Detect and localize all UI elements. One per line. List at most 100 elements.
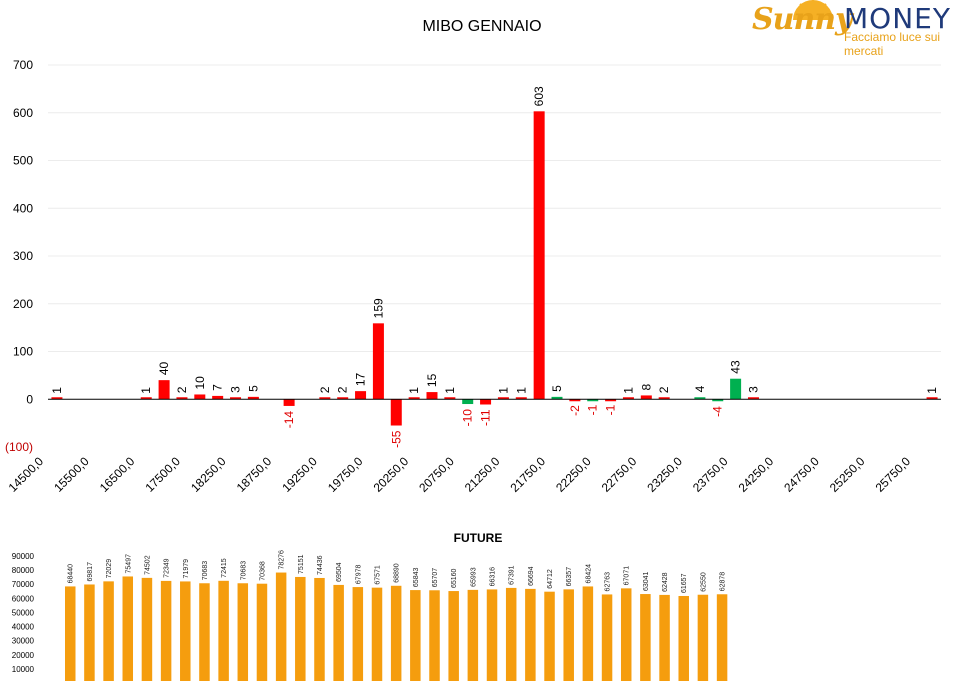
y-tick-label: 100 bbox=[13, 345, 33, 359]
logo-word-money: MONEY bbox=[844, 2, 951, 35]
bar bbox=[352, 587, 364, 681]
data-label: 5 bbox=[550, 385, 564, 392]
bar bbox=[926, 397, 938, 400]
bar bbox=[712, 399, 724, 402]
data-label: 74436 bbox=[317, 555, 324, 575]
data-label: 62550 bbox=[700, 572, 707, 592]
data-label: 1 bbox=[496, 387, 510, 394]
y-tick-label: 500 bbox=[13, 154, 33, 168]
x-tick-label: 15500,0 bbox=[51, 454, 92, 495]
bar bbox=[158, 380, 170, 400]
bar bbox=[605, 399, 617, 402]
bar bbox=[212, 395, 224, 400]
bar bbox=[497, 397, 509, 400]
y-tick-label: 400 bbox=[13, 201, 33, 215]
bar bbox=[620, 588, 632, 681]
x-tick-label: 14500,0 bbox=[6, 454, 47, 495]
bar bbox=[730, 378, 742, 400]
main-bar-chart: MIBO GENNAIO (100) 0 100 200 300 400 500 600 700… bbox=[5, 18, 941, 495]
x-tick-label: 20250,0 bbox=[371, 454, 412, 495]
bar bbox=[51, 397, 63, 400]
bar bbox=[448, 591, 459, 681]
x-tick-label: 19250,0 bbox=[279, 454, 320, 495]
data-label: 3 bbox=[229, 386, 243, 393]
x-tick-label: 23750,0 bbox=[690, 454, 731, 495]
y-tick-label: 80000 bbox=[12, 566, 35, 575]
data-label: 65707 bbox=[432, 568, 439, 588]
y-tick-label: 70000 bbox=[12, 580, 35, 589]
data-label: -14 bbox=[282, 411, 296, 429]
data-label: 66357 bbox=[566, 567, 573, 587]
bar bbox=[390, 585, 402, 681]
data-label: 2 bbox=[175, 386, 189, 393]
future-chart-y-axis: 10000 20000 30000 40000 50000 60000 70000 80000… bbox=[12, 552, 35, 674]
bar bbox=[563, 589, 574, 681]
data-label: -1 bbox=[604, 404, 618, 415]
data-label: 1 bbox=[925, 387, 939, 394]
y-tick-label: 300 bbox=[13, 249, 33, 263]
data-label: 65993 bbox=[470, 567, 477, 587]
bar bbox=[515, 397, 527, 400]
x-tick-label: 21250,0 bbox=[462, 454, 503, 495]
bar bbox=[218, 580, 229, 681]
y-tick-label: 10000 bbox=[12, 665, 35, 674]
data-label: 62763 bbox=[605, 572, 612, 592]
bar bbox=[122, 576, 134, 681]
data-label: 67071 bbox=[624, 566, 631, 586]
bar bbox=[65, 586, 76, 681]
data-label: -10 bbox=[461, 409, 475, 427]
data-label: 1 bbox=[407, 387, 421, 394]
data-label: 67978 bbox=[355, 565, 362, 585]
data-label: 75151 bbox=[298, 554, 305, 574]
x-tick-label: 20750,0 bbox=[416, 454, 457, 495]
data-label: 2 bbox=[657, 386, 671, 393]
logo-tagline: Facciamo luce sui mercati bbox=[844, 30, 941, 58]
x-tick-label: 24750,0 bbox=[781, 454, 822, 495]
data-label: 1 bbox=[621, 387, 635, 394]
logo-word-sunny: Sunny bbox=[752, 2, 853, 37]
data-label: 61657 bbox=[681, 573, 688, 593]
future-chart-bars bbox=[65, 572, 728, 681]
data-label: 68440 bbox=[68, 564, 75, 584]
x-tick-label: 25250,0 bbox=[827, 454, 868, 495]
data-label: 70683 bbox=[240, 561, 247, 581]
bar bbox=[410, 590, 421, 681]
data-label: 69504 bbox=[336, 562, 343, 582]
data-label: -55 bbox=[389, 430, 403, 448]
bar bbox=[372, 323, 384, 400]
bar bbox=[103, 581, 114, 681]
data-label: 2 bbox=[336, 386, 350, 393]
future-chart-title: FUTURE bbox=[454, 531, 503, 545]
bar bbox=[716, 594, 728, 681]
bar bbox=[569, 399, 581, 402]
data-label: -1 bbox=[586, 404, 600, 415]
data-label: 68890 bbox=[394, 563, 401, 583]
data-label: 78276 bbox=[279, 550, 286, 570]
main-chart-bars bbox=[51, 111, 938, 426]
y-tick-label: 40000 bbox=[12, 623, 35, 632]
bar bbox=[84, 584, 95, 681]
data-label: 17 bbox=[354, 372, 368, 386]
data-label: -2 bbox=[568, 405, 582, 416]
y-tick-label: 0 bbox=[26, 392, 33, 406]
bar bbox=[426, 392, 438, 400]
bar bbox=[319, 397, 331, 400]
y-tick-label: 90000 bbox=[12, 552, 35, 561]
data-label: 67391 bbox=[509, 565, 516, 585]
bar bbox=[180, 581, 191, 681]
y-tick-label: (100) bbox=[5, 440, 33, 454]
bar bbox=[337, 397, 349, 400]
data-label: 10 bbox=[193, 376, 207, 390]
y-tick-label: 700 bbox=[13, 58, 33, 72]
bar bbox=[295, 576, 306, 681]
bar bbox=[176, 397, 188, 400]
data-label: 66316 bbox=[490, 567, 497, 587]
data-label: -11 bbox=[479, 409, 493, 426]
x-tick-label: 17500,0 bbox=[142, 454, 183, 495]
bar bbox=[480, 399, 492, 405]
data-label: 62428 bbox=[662, 572, 669, 592]
bar bbox=[587, 399, 599, 402]
x-tick-label: 18750,0 bbox=[234, 454, 275, 495]
main-chart-title: MIBO GENNAIO bbox=[422, 18, 541, 35]
